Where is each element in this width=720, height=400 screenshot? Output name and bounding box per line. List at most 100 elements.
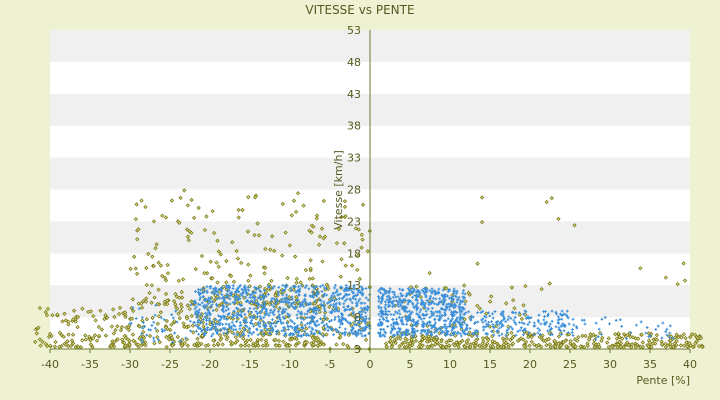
data-point-blue bbox=[254, 291, 258, 295]
data-point-blue bbox=[275, 321, 278, 325]
data-point-olive bbox=[136, 301, 141, 306]
data-point-blue bbox=[504, 334, 508, 338]
data-point-blue bbox=[281, 312, 284, 316]
data-point-olive bbox=[157, 340, 162, 345]
data-point-blue bbox=[416, 306, 420, 310]
data-point-olive bbox=[319, 226, 325, 231]
data-point-blue bbox=[571, 317, 575, 321]
data-point-olive bbox=[689, 332, 695, 337]
data-point-blue bbox=[462, 312, 466, 316]
data-point-blue bbox=[360, 312, 364, 316]
data-point-olive bbox=[654, 333, 660, 338]
data-point-blue bbox=[259, 310, 263, 314]
data-point-olive bbox=[359, 232, 364, 237]
data-point-olive bbox=[399, 342, 404, 348]
data-point-blue bbox=[408, 288, 412, 292]
data-point-blue bbox=[580, 318, 584, 322]
data-point-olive bbox=[164, 298, 170, 303]
data-point-blue bbox=[297, 285, 300, 289]
data-point-blue bbox=[310, 314, 314, 318]
data-point-blue bbox=[302, 333, 305, 337]
data-point-olive bbox=[260, 343, 266, 348]
data-point-blue bbox=[231, 284, 235, 288]
data-point-blue bbox=[134, 317, 138, 320]
data-point-olive bbox=[40, 339, 45, 344]
data-point-blue bbox=[280, 289, 284, 293]
data-point-blue bbox=[252, 290, 255, 294]
data-point-blue bbox=[432, 296, 435, 300]
data-point-olive bbox=[396, 333, 401, 339]
data-point-blue bbox=[459, 313, 462, 316]
data-point-blue bbox=[311, 327, 315, 331]
data-point-blue bbox=[319, 317, 322, 321]
data-point-blue bbox=[379, 334, 383, 338]
data-point-olive bbox=[320, 259, 325, 264]
data-point-blue bbox=[484, 315, 488, 319]
data-point-blue bbox=[363, 311, 367, 315]
data-point-blue bbox=[339, 322, 343, 326]
y-tick-label: 38 bbox=[347, 120, 361, 133]
data-point-olive bbox=[269, 234, 275, 239]
data-point-blue bbox=[145, 333, 149, 337]
data-point-blue bbox=[411, 330, 415, 334]
data-point-olive bbox=[37, 305, 43, 311]
data-point-olive bbox=[684, 340, 689, 345]
data-point-blue bbox=[465, 323, 468, 327]
data-point-olive bbox=[500, 336, 506, 341]
data-point-blue bbox=[298, 287, 302, 291]
data-point-blue bbox=[398, 330, 401, 333]
data-point-blue bbox=[334, 303, 338, 307]
data-point-blue bbox=[202, 332, 206, 336]
data-point-blue bbox=[211, 309, 215, 312]
data-point-blue bbox=[283, 310, 287, 314]
data-point-olive bbox=[131, 308, 136, 314]
data-point-blue bbox=[446, 317, 450, 321]
data-point-blue bbox=[395, 317, 399, 321]
data-point-olive bbox=[485, 341, 490, 346]
data-point-blue bbox=[583, 322, 587, 326]
data-point-olive bbox=[179, 289, 184, 295]
data-point-blue bbox=[510, 310, 514, 314]
data-point-blue bbox=[397, 316, 401, 319]
data-point-olive bbox=[544, 343, 549, 348]
data-point-olive bbox=[115, 324, 120, 329]
data-point-olive bbox=[583, 333, 588, 339]
data-point-olive bbox=[460, 338, 465, 343]
data-point-blue bbox=[452, 326, 456, 330]
data-point-blue bbox=[445, 329, 449, 332]
data-point-olive bbox=[334, 240, 340, 246]
data-point-blue bbox=[517, 311, 521, 315]
data-point-olive bbox=[529, 339, 534, 344]
data-point-olive bbox=[44, 313, 50, 318]
data-point-olive bbox=[258, 317, 263, 323]
data-point-blue bbox=[197, 318, 200, 322]
data-point-blue bbox=[218, 321, 222, 325]
data-point-olive bbox=[573, 344, 578, 349]
data-point-blue bbox=[337, 309, 341, 313]
data-point-blue bbox=[513, 315, 517, 319]
data-point-blue bbox=[526, 323, 530, 326]
data-point-olive bbox=[693, 341, 698, 346]
x-tick-label: 0 bbox=[367, 358, 374, 371]
data-point-olive bbox=[61, 334, 66, 340]
data-point-olive bbox=[216, 303, 222, 309]
data-point-olive bbox=[141, 329, 146, 335]
data-point-blue bbox=[272, 305, 276, 309]
data-point-blue bbox=[194, 329, 198, 333]
data-point-blue bbox=[276, 329, 280, 333]
x-tick-label: 35 bbox=[643, 358, 657, 371]
data-point-blue bbox=[594, 337, 597, 341]
data-point-blue bbox=[490, 329, 494, 333]
data-point-blue bbox=[211, 300, 214, 304]
data-point-olive bbox=[660, 341, 665, 347]
data-point-blue bbox=[575, 325, 578, 329]
data-point-blue bbox=[347, 313, 351, 317]
data-point-olive bbox=[187, 306, 192, 312]
data-point-blue bbox=[303, 323, 307, 327]
data-point-blue bbox=[550, 309, 554, 313]
data-point-olive bbox=[230, 316, 236, 321]
data-point-blue bbox=[418, 291, 422, 295]
data-point-blue bbox=[316, 292, 320, 296]
data-point-olive bbox=[614, 336, 620, 341]
data-point-blue bbox=[203, 303, 207, 307]
